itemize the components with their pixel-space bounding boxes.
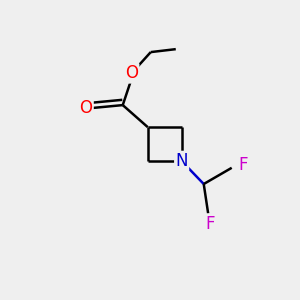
Text: O: O bbox=[125, 64, 138, 82]
Text: O: O bbox=[80, 99, 92, 117]
Text: F: F bbox=[206, 215, 215, 233]
Text: F: F bbox=[238, 157, 248, 175]
Text: N: N bbox=[176, 152, 188, 170]
